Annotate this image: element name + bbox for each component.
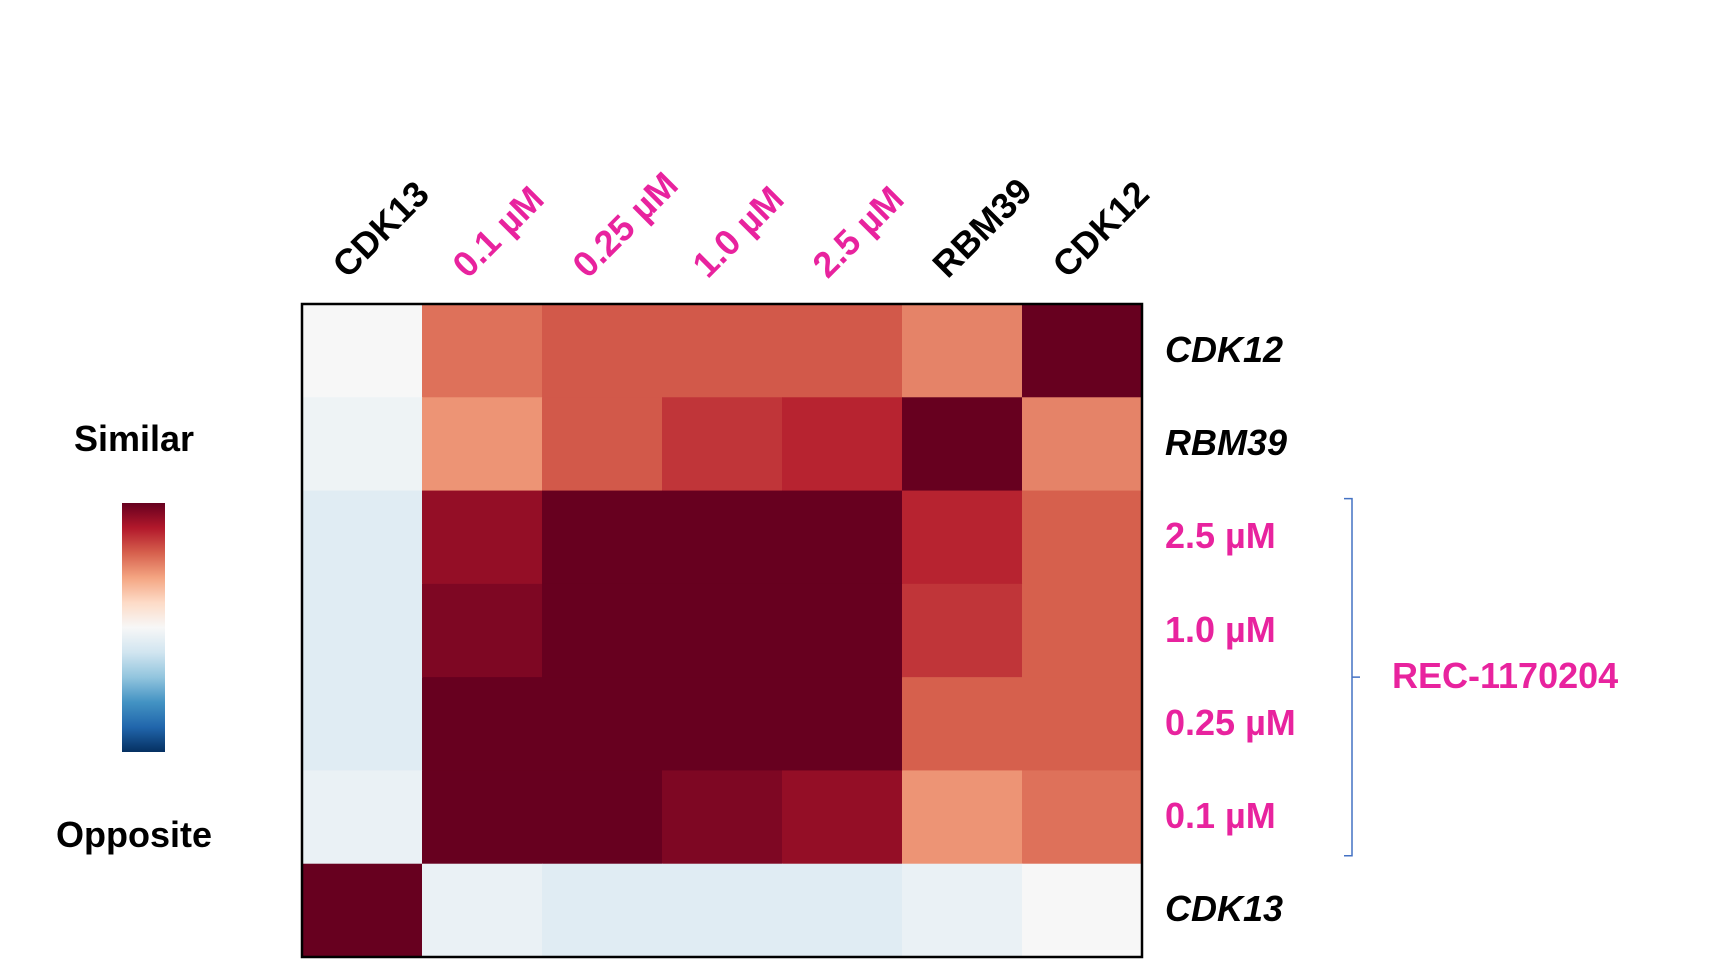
heatmap-cell <box>542 397 663 492</box>
group-bracket-label: REC-1170204 <box>1392 655 1619 697</box>
heatmap-cell <box>422 770 543 865</box>
row-label: CDK12 <box>1165 328 1284 370</box>
heatmap-cell <box>542 770 663 865</box>
row-label: RBM39 <box>1165 421 1288 463</box>
heatmap-cell <box>782 583 903 678</box>
heatmap-cell <box>782 863 903 958</box>
heatmap-cell <box>1022 490 1143 585</box>
heatmap-cell <box>662 304 783 398</box>
heatmap-cell <box>542 583 663 678</box>
row-label: 1.0 µM <box>1165 608 1276 650</box>
row-label: 2.5 µM <box>1165 515 1276 557</box>
heatmap-cell <box>1022 397 1143 492</box>
heatmap-cell <box>302 490 423 585</box>
heatmap-cell <box>302 863 423 958</box>
heatmap-cell <box>902 304 1023 398</box>
legend-opposite-label: Opposite <box>56 814 213 855</box>
heatmap-cell <box>662 770 783 865</box>
heatmap-cell <box>422 677 543 771</box>
row-label: CDK13 <box>1165 888 1284 930</box>
heatmap-cell <box>782 770 903 865</box>
heatmap-cell <box>782 304 903 398</box>
heatmap-cell <box>902 490 1023 585</box>
heatmap-cell <box>902 770 1023 865</box>
heatmap-cell <box>422 490 543 585</box>
heatmap-cell <box>1022 583 1143 678</box>
heatmap-cell <box>542 490 663 585</box>
heatmap-cell <box>662 583 783 678</box>
heatmap-cell <box>662 397 783 492</box>
heatmap-cell <box>422 397 543 492</box>
heatmap-cell <box>902 583 1023 678</box>
heatmap-cell <box>662 863 783 958</box>
heatmap-cell <box>422 863 543 958</box>
row-label: 0.1 µM <box>1165 795 1276 837</box>
group-bracket <box>1344 497 1360 857</box>
colorbar <box>122 503 165 752</box>
heatmap-cell <box>782 490 903 585</box>
heatmap-cell <box>782 397 903 492</box>
heatmap-cell <box>302 677 423 771</box>
heatmap-cell <box>1022 677 1143 771</box>
heatmap-cell <box>1022 304 1143 398</box>
heatmap-cell <box>1022 863 1143 958</box>
heatmap-cell <box>302 397 423 492</box>
heatmap-cell <box>662 490 783 585</box>
heatmap-cell <box>782 677 903 771</box>
heatmap-cell <box>902 677 1023 771</box>
heatmap-cell <box>542 304 663 398</box>
heatmap-cell <box>542 677 663 771</box>
heatmap-cell <box>422 583 543 678</box>
heatmap-cell <box>302 304 423 398</box>
heatmap-cell <box>662 677 783 771</box>
heatmap-border <box>300 302 1144 959</box>
heatmap-cell <box>422 304 543 398</box>
heatmap-cell <box>302 583 423 678</box>
heatmap-cell <box>302 770 423 865</box>
heatmap-cell <box>542 863 663 958</box>
heatmap-cell <box>1022 770 1143 865</box>
heatmap-cell <box>902 863 1023 958</box>
legend-similar-label: Similar <box>74 418 195 459</box>
heatmap-cell <box>902 397 1023 492</box>
row-label: 0.25 µM <box>1165 701 1296 743</box>
